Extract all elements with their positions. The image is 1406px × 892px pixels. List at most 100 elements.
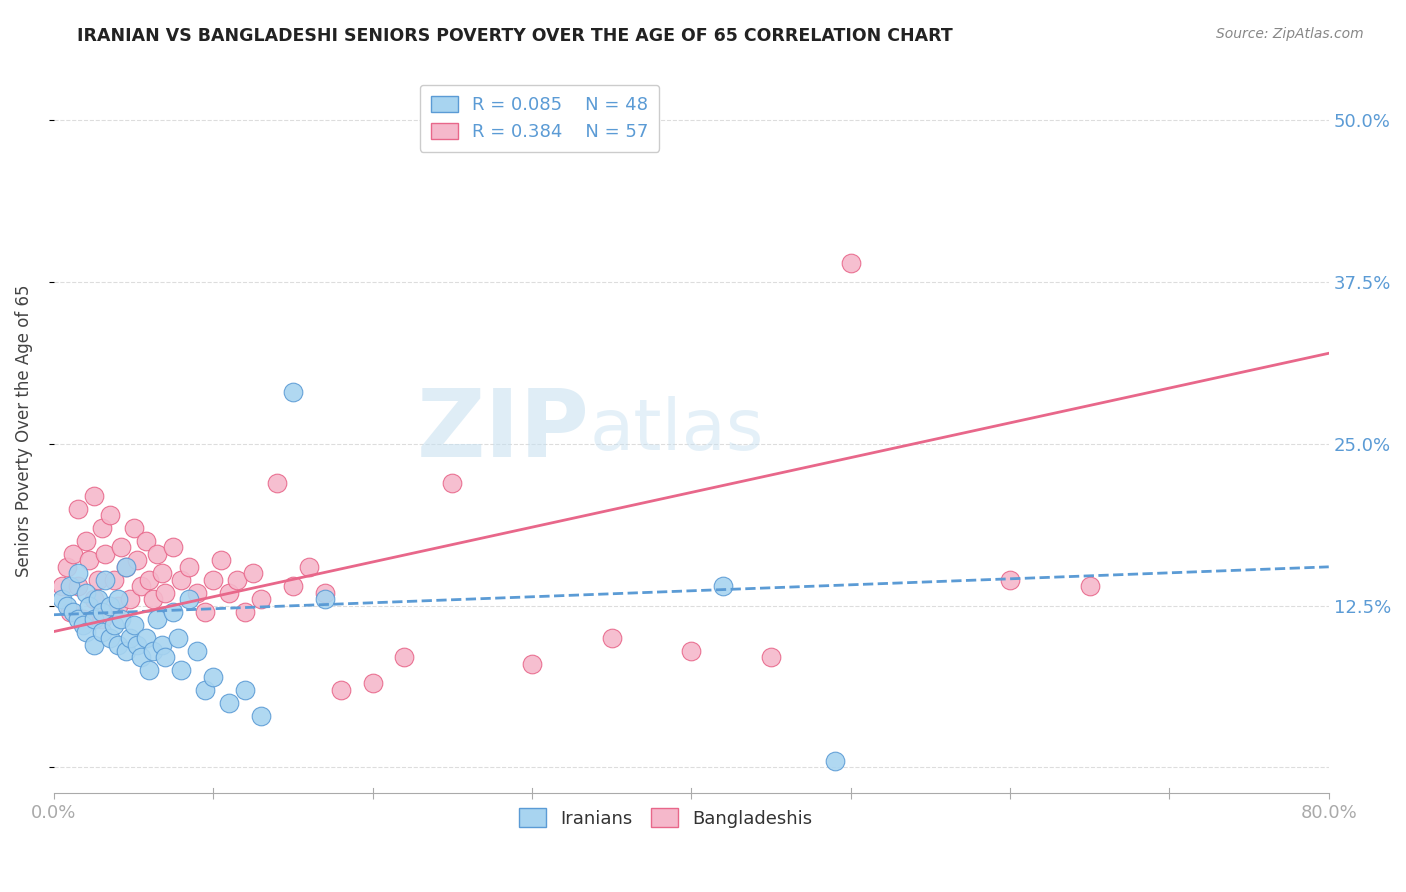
Point bbox=[72, 618, 94, 632]
Point bbox=[87, 573, 110, 587]
Point bbox=[83, 489, 105, 503]
Legend: Iranians, Bangladeshis: Iranians, Bangladeshis bbox=[512, 801, 820, 835]
Point bbox=[759, 650, 782, 665]
Point bbox=[51, 592, 73, 607]
Point bbox=[59, 605, 82, 619]
Point bbox=[122, 618, 145, 632]
Point bbox=[94, 573, 117, 587]
Point bbox=[150, 566, 173, 581]
Point bbox=[75, 585, 97, 599]
Point bbox=[155, 650, 177, 665]
Point bbox=[66, 612, 89, 626]
Point bbox=[226, 573, 249, 587]
Point bbox=[94, 547, 117, 561]
Point bbox=[314, 585, 336, 599]
Point bbox=[179, 559, 201, 574]
Point bbox=[281, 579, 304, 593]
Point bbox=[135, 533, 157, 548]
Point bbox=[218, 696, 240, 710]
Point bbox=[114, 559, 136, 574]
Point bbox=[77, 553, 100, 567]
Point bbox=[298, 559, 321, 574]
Point bbox=[98, 631, 121, 645]
Point bbox=[162, 541, 184, 555]
Point bbox=[120, 592, 142, 607]
Point bbox=[138, 664, 160, 678]
Point bbox=[142, 592, 165, 607]
Point bbox=[107, 599, 129, 613]
Point bbox=[218, 585, 240, 599]
Point bbox=[202, 573, 225, 587]
Point bbox=[55, 599, 77, 613]
Point bbox=[138, 573, 160, 587]
Point bbox=[394, 650, 416, 665]
Point bbox=[186, 585, 208, 599]
Point bbox=[83, 638, 105, 652]
Point bbox=[681, 644, 703, 658]
Point bbox=[233, 605, 256, 619]
Point bbox=[66, 579, 89, 593]
Point bbox=[98, 508, 121, 522]
Point bbox=[202, 670, 225, 684]
Point bbox=[75, 533, 97, 548]
Point bbox=[242, 566, 264, 581]
Point bbox=[194, 605, 217, 619]
Point bbox=[314, 592, 336, 607]
Point bbox=[125, 638, 148, 652]
Point bbox=[281, 385, 304, 400]
Point bbox=[107, 638, 129, 652]
Point bbox=[146, 612, 169, 626]
Point bbox=[83, 612, 105, 626]
Point bbox=[110, 612, 132, 626]
Point bbox=[600, 631, 623, 645]
Point bbox=[1078, 579, 1101, 593]
Point bbox=[250, 708, 273, 723]
Point bbox=[266, 475, 288, 490]
Point bbox=[77, 599, 100, 613]
Point bbox=[62, 605, 84, 619]
Point bbox=[186, 644, 208, 658]
Point bbox=[83, 592, 105, 607]
Point bbox=[361, 676, 384, 690]
Point bbox=[998, 573, 1021, 587]
Point bbox=[120, 631, 142, 645]
Point bbox=[90, 521, 112, 535]
Point bbox=[520, 657, 543, 671]
Point bbox=[329, 682, 352, 697]
Point bbox=[75, 624, 97, 639]
Text: ZIP: ZIP bbox=[416, 385, 589, 477]
Point bbox=[711, 579, 734, 593]
Point bbox=[55, 559, 77, 574]
Point bbox=[66, 566, 89, 581]
Point bbox=[90, 605, 112, 619]
Point bbox=[209, 553, 232, 567]
Point bbox=[250, 592, 273, 607]
Point bbox=[170, 664, 193, 678]
Point bbox=[114, 559, 136, 574]
Point bbox=[125, 553, 148, 567]
Point bbox=[62, 547, 84, 561]
Point bbox=[150, 638, 173, 652]
Point bbox=[59, 579, 82, 593]
Point bbox=[179, 592, 201, 607]
Point bbox=[66, 501, 89, 516]
Point bbox=[110, 541, 132, 555]
Text: atlas: atlas bbox=[589, 396, 763, 466]
Point bbox=[90, 624, 112, 639]
Point bbox=[146, 547, 169, 561]
Point bbox=[103, 618, 125, 632]
Point bbox=[170, 573, 193, 587]
Point bbox=[72, 612, 94, 626]
Point bbox=[142, 644, 165, 658]
Point bbox=[233, 682, 256, 697]
Point bbox=[103, 573, 125, 587]
Point bbox=[98, 599, 121, 613]
Point bbox=[194, 682, 217, 697]
Point bbox=[162, 605, 184, 619]
Point bbox=[51, 579, 73, 593]
Point bbox=[131, 579, 153, 593]
Point bbox=[131, 650, 153, 665]
Point bbox=[114, 644, 136, 658]
Point bbox=[839, 255, 862, 269]
Point bbox=[87, 592, 110, 607]
